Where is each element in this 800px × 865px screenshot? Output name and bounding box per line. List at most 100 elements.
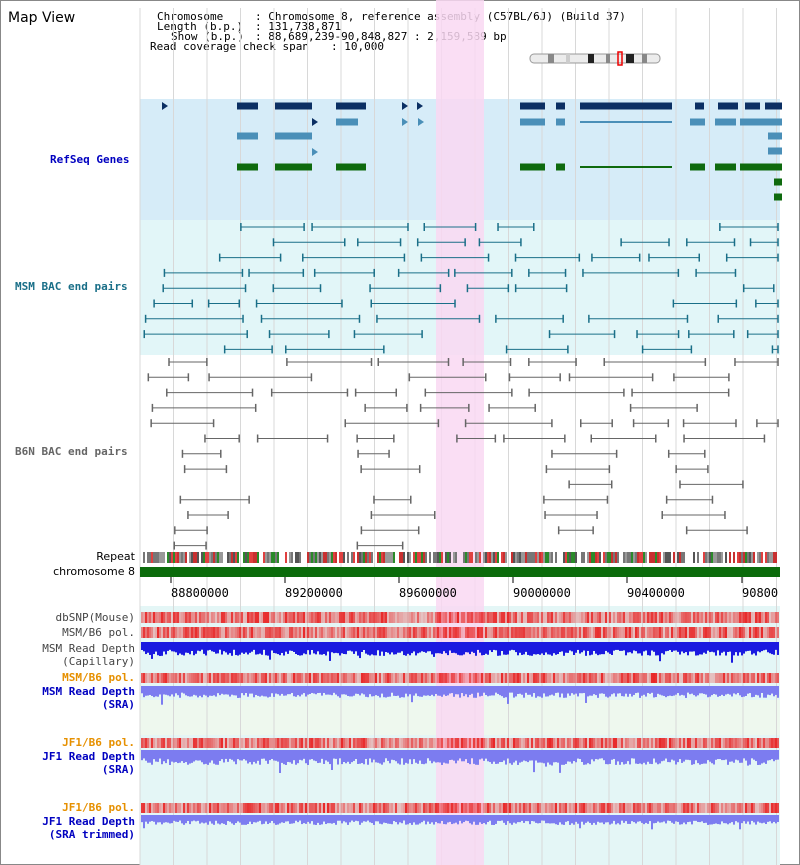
repeat-mark bbox=[235, 552, 237, 563]
jf1-b6-pol-cell bbox=[475, 803, 477, 813]
msm-depth-capillary-bar bbox=[269, 642, 271, 660]
jf1-depth-sra-bar bbox=[695, 750, 697, 761]
repeat-mark bbox=[185, 552, 187, 563]
msm-read-depth-capillary-label[interactable]: MSM Read Depth bbox=[42, 642, 135, 655]
axis-tick-label: 90000000 bbox=[513, 586, 571, 600]
refseq-track-label[interactable]: RefSeq Genes bbox=[50, 153, 130, 166]
jf1-depth-trim-bar bbox=[427, 815, 429, 822]
msm-depth-capillary-bar bbox=[331, 642, 333, 653]
msm-depth-capillary-bar bbox=[199, 642, 201, 652]
jf1-b6-pol-cell bbox=[767, 803, 769, 813]
repeat-mark bbox=[433, 552, 435, 563]
msm-read-depth-sra-label[interactable]: MSM Read Depth bbox=[42, 685, 135, 698]
repeat-mark bbox=[169, 552, 171, 563]
msm-b6-pol-cell bbox=[327, 673, 329, 683]
jf1-b6-pol-cell bbox=[453, 803, 455, 813]
msm-b6-pol-cell bbox=[431, 627, 433, 638]
jf1-b6-pol-cell bbox=[637, 803, 639, 813]
msm-b6-pol-label-2[interactable]: MSM/B6 pol. bbox=[62, 671, 135, 684]
dbsnp-cell bbox=[725, 612, 727, 623]
msm-b6-pol-label-1[interactable]: MSM/B6 pol. bbox=[62, 626, 135, 639]
jf1-depth-sra-bar bbox=[405, 750, 407, 763]
repeat-mark bbox=[485, 552, 487, 563]
repeat-mark bbox=[703, 552, 705, 563]
repeat-mark bbox=[371, 552, 373, 563]
jf1-depth-sra-bar bbox=[523, 750, 525, 761]
jf1-b6-pol-cell bbox=[603, 738, 605, 748]
msm-depth-sra-bar bbox=[351, 686, 353, 697]
dbsnp-cell bbox=[499, 612, 501, 623]
msm-depth-capillary-bar bbox=[219, 642, 221, 650]
msm-bac-track-label[interactable]: MSM BAC end pairs bbox=[15, 280, 128, 293]
repeat-mark bbox=[567, 552, 569, 563]
dbsnp-cell bbox=[369, 612, 371, 623]
b6n-bac-track-label[interactable]: B6N BAC end pairs bbox=[15, 445, 128, 458]
refseq-gene bbox=[768, 132, 782, 140]
jf1-b6-pol-label-2[interactable]: JF1/B6 pol. bbox=[62, 801, 135, 814]
msm-depth-sra-bar bbox=[403, 686, 405, 698]
jf1-b6-pol-cell bbox=[445, 738, 447, 748]
jf1-b6-pol-cell bbox=[155, 803, 157, 813]
msm-depth-capillary-bar bbox=[575, 642, 577, 653]
msm-depth-capillary-bar bbox=[355, 642, 357, 652]
jf1-depth-sra-bar bbox=[209, 750, 211, 763]
repeat-mark bbox=[243, 552, 245, 563]
jf1-depth-trim-bar bbox=[643, 815, 645, 825]
msm-depth-capillary-bar bbox=[473, 642, 475, 653]
dbsnp-cell bbox=[321, 612, 323, 623]
msm-depth-sra-bar bbox=[389, 686, 391, 697]
jf1-b6-pol-cell bbox=[163, 738, 165, 748]
jf1-depth-sra-bar bbox=[465, 750, 467, 760]
dbsnp-cell bbox=[647, 612, 649, 623]
msm-b6-pol-cell bbox=[519, 673, 521, 683]
msm-b6-pol-cell bbox=[417, 627, 419, 638]
msm-b6-pol-cell bbox=[497, 673, 499, 683]
jf1-depth-sra-bar bbox=[713, 750, 715, 765]
msm-depth-capillary-bar bbox=[461, 642, 463, 656]
msm-depth-capillary-bar bbox=[579, 642, 581, 654]
msm-depth-sra-bar bbox=[523, 686, 525, 698]
msm-depth-capillary-bar bbox=[569, 642, 571, 651]
dbsnp-cell bbox=[277, 612, 279, 623]
jf1-b6-pol-label-1[interactable]: JF1/B6 pol. bbox=[62, 736, 135, 749]
msm-depth-sra-bar bbox=[341, 686, 343, 695]
jf1-depth-sra-bar bbox=[489, 750, 491, 763]
msm-depth-sra-bar bbox=[607, 686, 609, 698]
jf1-b6-pol-cell bbox=[671, 738, 673, 748]
jf1-depth-trim-bar bbox=[401, 815, 403, 824]
jf1-b6-pol-cell bbox=[243, 738, 245, 748]
jf1-b6-pol-cell bbox=[647, 803, 649, 813]
jf1-b6-pol-cell bbox=[269, 803, 271, 813]
jf1-depth-trim-bar bbox=[775, 815, 777, 824]
msm-b6-pol-cell bbox=[519, 627, 521, 638]
jf1-depth-trim-bar bbox=[515, 815, 517, 824]
msm-depth-sra-bar bbox=[667, 686, 669, 697]
jf1-depth-sra-bar bbox=[495, 750, 497, 764]
jf1-b6-pol-cell bbox=[233, 738, 235, 748]
msm-depth-capillary-bar bbox=[729, 642, 731, 652]
msm-b6-pol-cell bbox=[361, 673, 363, 683]
msm-b6-pol-cell bbox=[613, 627, 615, 638]
ideogram-band bbox=[642, 54, 647, 63]
jf1-b6-pol-cell bbox=[287, 738, 289, 748]
jf1-depth-sra-bar bbox=[409, 750, 411, 760]
jf1-read-depth-sra-label[interactable]: JF1 Read Depth bbox=[42, 750, 135, 763]
jf1-b6-pol-cell bbox=[629, 803, 631, 813]
msm-b6-pol-cell bbox=[551, 673, 553, 683]
msm-b6-pol-cell bbox=[539, 673, 541, 683]
jf1-depth-sra-bar bbox=[331, 750, 333, 770]
dbsnp-cell bbox=[631, 612, 633, 623]
jf1-b6-pol-cell bbox=[165, 738, 167, 748]
msm-depth-capillary-bar bbox=[361, 642, 363, 652]
msm-depth-sra-bar bbox=[761, 686, 763, 693]
jf1-depth-sra-bar bbox=[361, 750, 363, 764]
msm-depth-capillary-bar bbox=[145, 642, 147, 655]
dbsnp-track-label[interactable]: dbSNP(Mouse) bbox=[55, 611, 135, 624]
jf1-depth-trim-bar bbox=[425, 815, 427, 825]
jf1-depth-sra-bar bbox=[611, 750, 613, 760]
jf1-depth-trim-bar bbox=[709, 815, 711, 825]
jf1-depth-sra-bar bbox=[623, 750, 625, 765]
repeat-mark bbox=[697, 552, 699, 563]
jf1-read-depth-trim-label[interactable]: JF1 Read Depth bbox=[42, 815, 135, 828]
